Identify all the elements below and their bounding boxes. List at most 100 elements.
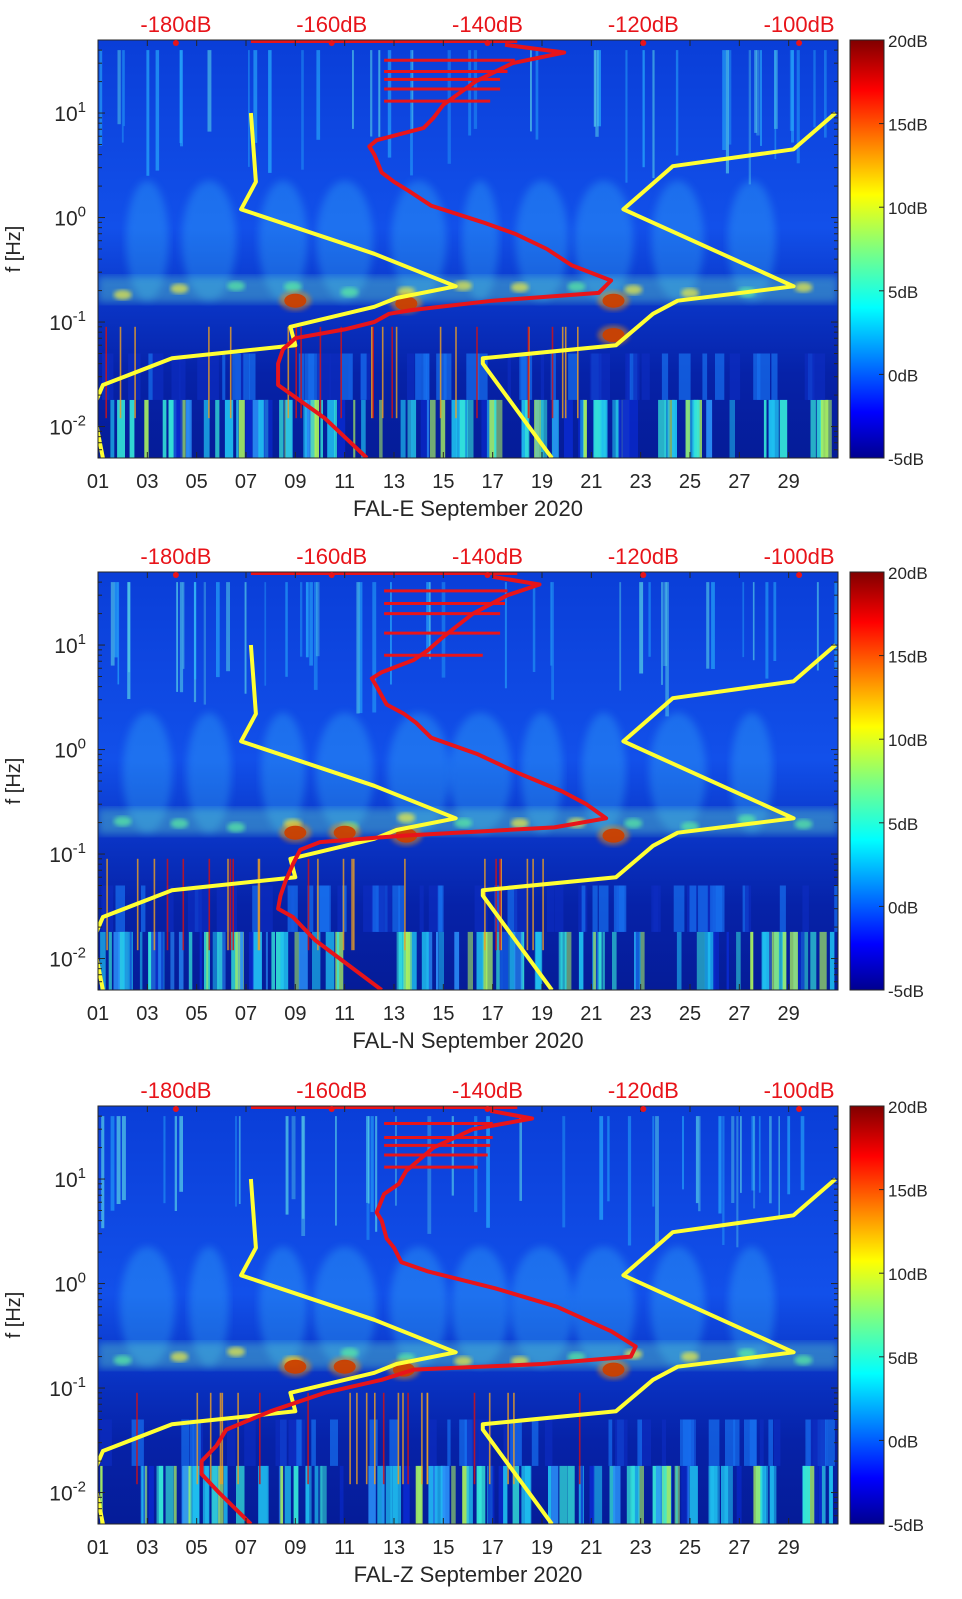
spectrogram-stripe <box>99 50 103 146</box>
spectrogram-stripe <box>525 399 530 458</box>
spectrogram-stripe <box>753 1116 756 1209</box>
y-tick-exponent: -1 <box>73 840 86 857</box>
spectrogram-stripe <box>370 50 373 137</box>
spectrogram-stripe <box>306 1465 312 1524</box>
spectrogram-stripe <box>789 931 798 990</box>
spectrogram-stripe <box>753 1465 761 1524</box>
spectrogram-stripe <box>178 353 186 400</box>
spectrogram-stripe <box>207 50 212 132</box>
spectrogram-stripe <box>707 931 711 990</box>
spectrogram-stripe <box>706 582 710 669</box>
top-axis-db-label: -140dB <box>452 544 523 569</box>
spectrogram-stripe <box>199 885 210 932</box>
colorbar-label: -5dB <box>888 450 924 469</box>
spectrogram-stripe <box>540 353 545 400</box>
spectrogram-texture <box>98 50 838 458</box>
spectrogram-stripe <box>476 1465 486 1524</box>
y-tick-label: 10-1 <box>49 840 86 867</box>
spectrogram-stripe <box>285 1116 289 1215</box>
spectrogram-stripe <box>426 399 430 458</box>
spectrogram-stripe <box>550 353 556 400</box>
spectrogram-stripe <box>248 931 254 990</box>
spectrogram-stripe <box>316 353 322 400</box>
spectrogram-stripe <box>325 931 335 990</box>
spectrogram-stripe <box>108 931 112 990</box>
spectrogram-stripe <box>285 582 288 677</box>
spectrogram-stripe <box>667 399 675 458</box>
y-tick-base: 10 <box>54 740 77 763</box>
spectrogram-stripe <box>581 885 586 932</box>
hot-spot-halo <box>597 290 630 311</box>
x-tick-label: 17 <box>482 1003 504 1025</box>
spectrogram-stripe <box>476 931 484 990</box>
spectrogram-stripe <box>396 931 403 990</box>
spectrogram-fal-n <box>98 572 838 990</box>
spectrogram-stripe <box>761 931 770 990</box>
top-axis-db-label: -140dB <box>452 12 523 37</box>
spectrogram-stripe <box>438 931 444 990</box>
spectrogram-stripe <box>736 1465 742 1524</box>
spectrogram-stripe <box>661 582 663 685</box>
spectrogram-stripe <box>372 582 377 713</box>
y-axis-label: f [Hz] <box>3 226 25 273</box>
x-tick-label: 23 <box>630 1003 652 1025</box>
microseism-patch <box>794 282 813 293</box>
low-noise-model-line <box>480 1177 837 1524</box>
hot-spot-halo <box>279 1356 312 1377</box>
spectrogram-stripe <box>740 1116 742 1193</box>
spectrogram-stripe <box>494 399 497 458</box>
spectrogram-stripe <box>729 353 741 400</box>
spectrogram-stripe <box>430 399 436 458</box>
transient-spike <box>382 1392 385 1485</box>
y-tick-exponent: -1 <box>73 1374 86 1391</box>
spectrogram-stripe <box>482 931 488 990</box>
spectrogram-stripe <box>264 399 273 458</box>
spectrogram-stripe <box>652 50 655 179</box>
spectrogram-stripe <box>512 1465 520 1524</box>
spectrogram-stripe <box>810 399 816 458</box>
x-tick-label: 03 <box>136 471 158 493</box>
transient-spike <box>237 1392 239 1485</box>
x-tick-label: 25 <box>679 1003 701 1025</box>
spectrogram-stripe <box>661 1419 666 1466</box>
x-axis-ticks: 01 03 05 07 09 11 13 15 17 19 21 23 25 27 29 <box>87 1106 800 1559</box>
transient-spike <box>372 326 374 419</box>
spectrogram-stripe <box>519 353 527 400</box>
spectrogram-stripe <box>613 885 625 932</box>
spectrogram-stripe <box>694 399 700 458</box>
y-tick-base: 10 <box>54 1169 77 1192</box>
top-axis-db-label: -100dB <box>764 1078 835 1103</box>
spectrogram-stripe <box>550 582 553 666</box>
spectrogram-stripe <box>329 353 341 400</box>
spectrogram-stripe <box>223 1465 228 1524</box>
spectrogram-stripe <box>129 399 135 458</box>
hot-spot-halo <box>328 1356 361 1377</box>
x-tick-label: 25 <box>679 471 701 493</box>
spectrogram-stripe <box>540 399 548 458</box>
spectrogram-stripe <box>156 1465 164 1524</box>
transient-spike <box>455 326 457 419</box>
spectrogram-stripe <box>148 353 153 400</box>
transient-spike <box>258 858 261 951</box>
microseism-glow <box>462 180 499 301</box>
transient-spike <box>381 326 384 419</box>
spectrogram-stripe <box>802 885 809 932</box>
spectrogram-stripe <box>766 931 773 990</box>
spectrogram-stripe <box>655 1116 659 1248</box>
spectrogram-stripe <box>410 50 413 176</box>
spectrogram-stripe <box>763 399 767 458</box>
spectrogram-stripe <box>252 399 261 458</box>
microseism-patch <box>340 1347 359 1358</box>
spectrogram-stripe <box>409 931 417 990</box>
spectrogram-stripe <box>176 582 178 692</box>
spectrogram-stripe <box>753 353 761 400</box>
y-tick-label: 10-1 <box>49 1374 86 1401</box>
microseism-glow <box>389 1246 448 1367</box>
spectrogram-stripe <box>339 1465 344 1524</box>
microseism-patch <box>340 287 359 298</box>
colorbar-label: 15dB <box>888 648 928 667</box>
spectrogram-stripe <box>226 582 230 672</box>
spectrogram-stripe <box>796 50 800 164</box>
spectrogram-stripe <box>769 1465 774 1524</box>
x-tick-label: 29 <box>778 1003 800 1025</box>
